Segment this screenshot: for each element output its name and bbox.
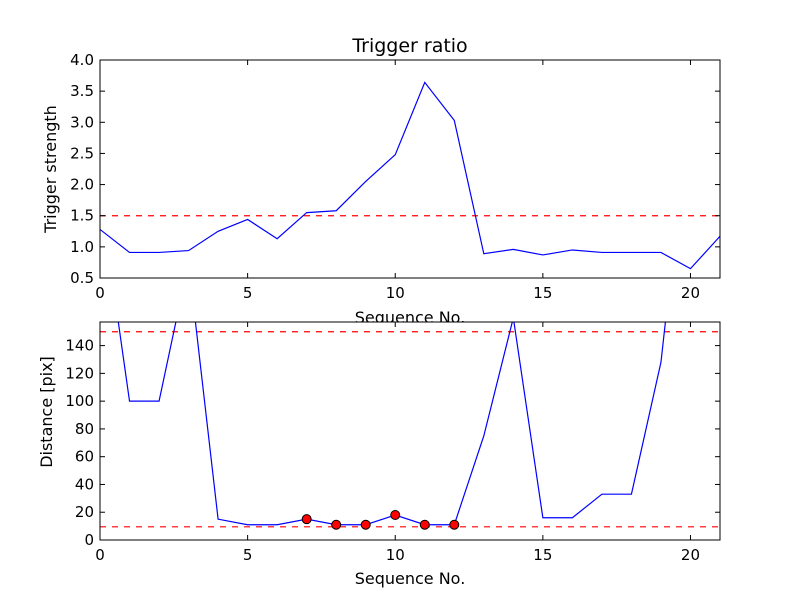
y-tick-label: 2.0: [70, 176, 94, 194]
data-point-marker: [449, 519, 460, 530]
plot-area-frame: [99, 321, 721, 541]
x-tick-label: 5: [243, 284, 253, 302]
data-point-marker: [331, 519, 342, 530]
x-axis-label: Sequence No.: [355, 569, 466, 588]
plot-area-background: [100, 322, 720, 540]
x-tick-label: 0: [95, 284, 105, 302]
y-tick-label: 120: [65, 364, 94, 382]
y-tick-label: 0: [84, 531, 94, 549]
y-axis-label: Trigger strength: [41, 105, 60, 234]
distance-chart: 0 5 10 15 20 0 20 40 60 80 100 120 140 Sequence No.…: [37, 321, 721, 588]
y-tick-label: 3.0: [70, 113, 94, 131]
data-point-marker: [390, 510, 401, 521]
x-tick-label: 10: [386, 546, 405, 564]
y-tick-label: 0.5: [70, 269, 94, 287]
chart-title: Trigger ratio: [351, 35, 467, 57]
x-tick-label: 10: [386, 284, 405, 302]
y-tick-label: 4.0: [70, 51, 94, 69]
x-tick-label: 20: [681, 546, 700, 564]
data-point-marker: [360, 519, 371, 530]
x-tick-label: 15: [533, 284, 552, 302]
x-tick-label: 20: [681, 284, 700, 302]
y-tick-label: 20: [75, 503, 94, 521]
y-tick-label: 140: [65, 337, 94, 355]
y-tick-label: 3.5: [70, 82, 94, 100]
data-point-marker: [301, 514, 312, 525]
x-tick-label: 15: [533, 546, 552, 564]
trigger-ratio-chart: 0 5 10 15 20 0.5 1.0 1.5 2.0 2.5 3.0 3.5 4.0 Trigge…: [41, 35, 721, 327]
y-tick-label: 1.0: [70, 238, 94, 256]
x-tick-label: 5: [243, 546, 253, 564]
data-point-marker: [419, 519, 430, 530]
plot-area-frame: [99, 59, 721, 279]
y-tick-label: 2.5: [70, 144, 94, 162]
y-tick-label: 60: [75, 448, 94, 466]
y-tick-label: 100: [65, 392, 94, 410]
series-line: [100, 81, 720, 270]
series-line: [117, 322, 667, 526]
plot-area-background: [100, 60, 720, 278]
y-tick-label: 1.5: [70, 207, 94, 225]
y-tick-label: 80: [75, 420, 94, 438]
x-tick-label: 0: [95, 546, 105, 564]
y-tick-label: 40: [75, 475, 94, 493]
y-axis-label: Distance [pix]: [37, 356, 56, 468]
